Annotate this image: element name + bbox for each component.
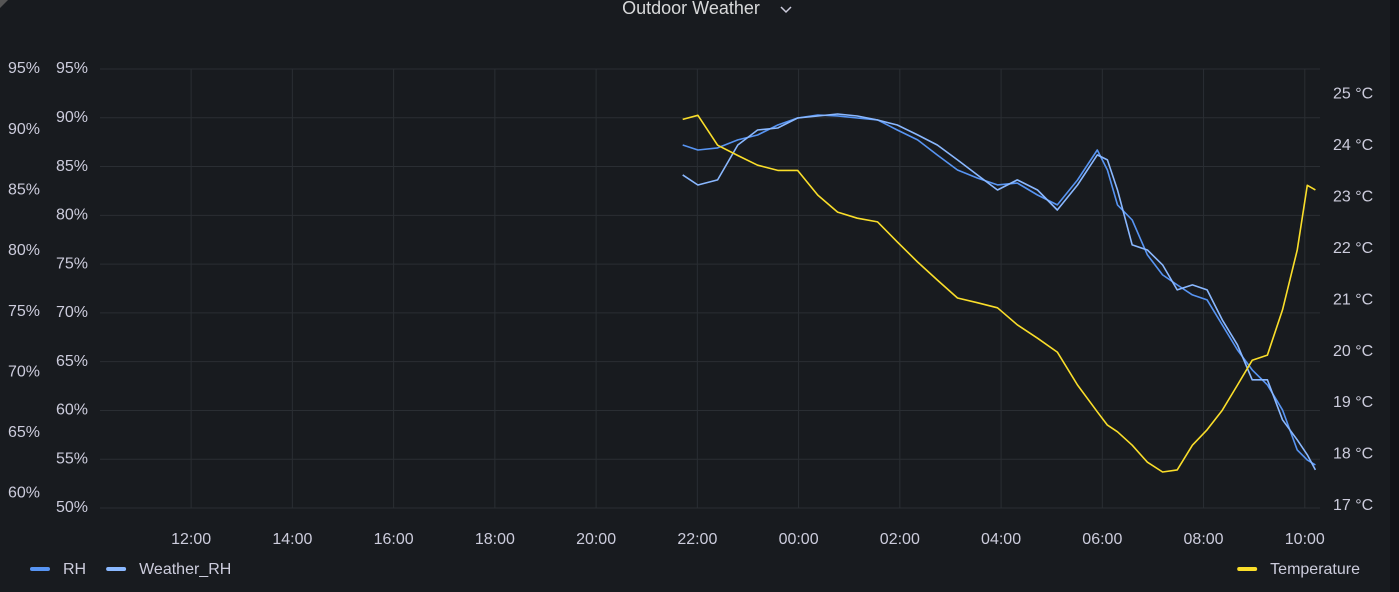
legend-label[interactable]: Weather_RH xyxy=(139,561,231,578)
legend-label[interactable]: Temperature xyxy=(1270,561,1360,578)
y3-tick-label: 90% xyxy=(8,121,40,138)
y3-tick-label: 75% xyxy=(8,303,40,320)
y2-tick-label: 25 °C xyxy=(1333,85,1373,102)
series-line xyxy=(682,113,1317,471)
y-tick-label: 75% xyxy=(56,255,88,272)
x-tick-label: 14:00 xyxy=(272,531,312,548)
y-tick-label: 95% xyxy=(56,60,88,77)
y-tick-label: 90% xyxy=(56,109,88,126)
y3-tick-label: 65% xyxy=(8,424,40,441)
x-tick-label: 22:00 xyxy=(677,531,717,548)
y3-tick-label: 95% xyxy=(8,60,40,77)
y-tick-label: 55% xyxy=(56,450,88,467)
y3-tick-label: 85% xyxy=(8,181,40,198)
x-tick-label: 10:00 xyxy=(1285,531,1325,548)
y3-tick-label: 70% xyxy=(8,363,40,380)
panel-title[interactable]: Outdoor Weather xyxy=(622,0,760,18)
y-tick-label: 50% xyxy=(56,499,88,516)
y3-tick-label: 80% xyxy=(8,242,40,259)
y-tick-label: 65% xyxy=(56,353,88,370)
y2-tick-label: 20 °C xyxy=(1333,343,1373,360)
edge xyxy=(1390,0,1399,592)
x-tick-label: 04:00 xyxy=(981,531,1021,548)
x-tick-label: 02:00 xyxy=(880,531,920,548)
legend-swatch xyxy=(106,567,127,571)
y-tick-label: 85% xyxy=(56,158,88,175)
x-tick-label: 18:00 xyxy=(475,531,515,548)
y-tick-label: 60% xyxy=(56,402,88,419)
legend-swatch xyxy=(1237,567,1258,571)
y2-tick-label: 18 °C xyxy=(1333,446,1373,463)
y2-tick-label: 21 °C xyxy=(1333,291,1373,308)
y2-tick-label: 19 °C xyxy=(1333,394,1373,411)
y-tick-label: 70% xyxy=(56,304,88,321)
corner-marker xyxy=(0,0,8,8)
x-tick-label: 08:00 xyxy=(1184,531,1224,548)
y3-tick-label: 60% xyxy=(8,485,40,502)
y-tick-label: 80% xyxy=(56,207,88,224)
series-line xyxy=(682,114,1316,473)
y2-tick-label: 24 °C xyxy=(1333,137,1373,154)
x-tick-label: 06:00 xyxy=(1082,531,1122,548)
x-tick-label: 12:00 xyxy=(171,531,211,548)
legend-swatch xyxy=(30,567,50,571)
legend-label[interactable]: RH xyxy=(63,561,86,578)
y2-tick-label: 23 °C xyxy=(1333,188,1373,205)
title-menu-chevron[interactable] xyxy=(780,6,792,14)
x-tick-label: 20:00 xyxy=(576,531,616,548)
y2-tick-label: 17 °C xyxy=(1333,497,1373,514)
x-tick-label: 16:00 xyxy=(374,531,414,548)
y2-tick-label: 22 °C xyxy=(1333,240,1373,257)
x-tick-label: 00:00 xyxy=(779,531,819,548)
